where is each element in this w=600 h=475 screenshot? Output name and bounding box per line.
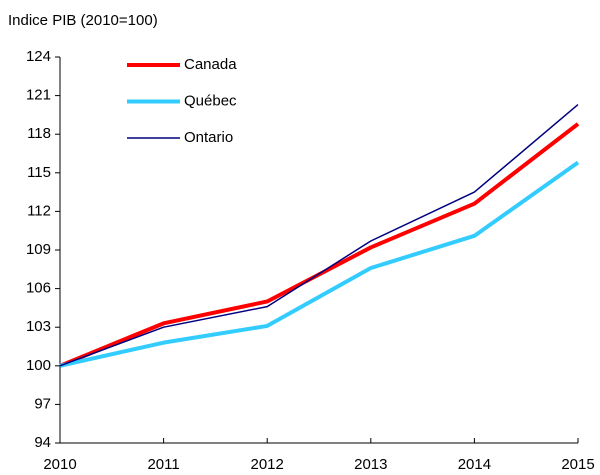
x-tick-label: 2010 [43, 456, 76, 473]
legend-label: Québec [184, 92, 237, 109]
legend-label: Canada [184, 56, 237, 73]
y-tick-label: 115 [27, 164, 51, 181]
x-tick-label: 2013 [354, 456, 387, 473]
x-tick-label: 2012 [251, 456, 284, 473]
y-tick-label: 121 [26, 87, 51, 104]
y-tick-label: 109 [26, 241, 51, 258]
series-line [59, 160, 580, 368]
y-tick-label: 124 [26, 48, 51, 65]
y-tick-label: 94 [34, 434, 51, 451]
y-tick-label: 97 [34, 395, 51, 412]
y-tick-label: 118 [27, 125, 51, 142]
series-line [59, 122, 580, 368]
x-tick-label: 2015 [561, 456, 594, 473]
x-tick-label: 2014 [458, 456, 491, 473]
y-tick-label: 112 [27, 202, 51, 219]
series-line [59, 104, 579, 367]
x-tick-label: 2011 [147, 456, 179, 473]
legend-label: Ontario [184, 129, 233, 146]
y-tick-label: 103 [26, 318, 51, 335]
y-tick-label: 100 [26, 357, 51, 374]
y-tick-label: 106 [26, 280, 51, 297]
y-axis-label: Indice PIB (2010=100) [8, 12, 158, 29]
